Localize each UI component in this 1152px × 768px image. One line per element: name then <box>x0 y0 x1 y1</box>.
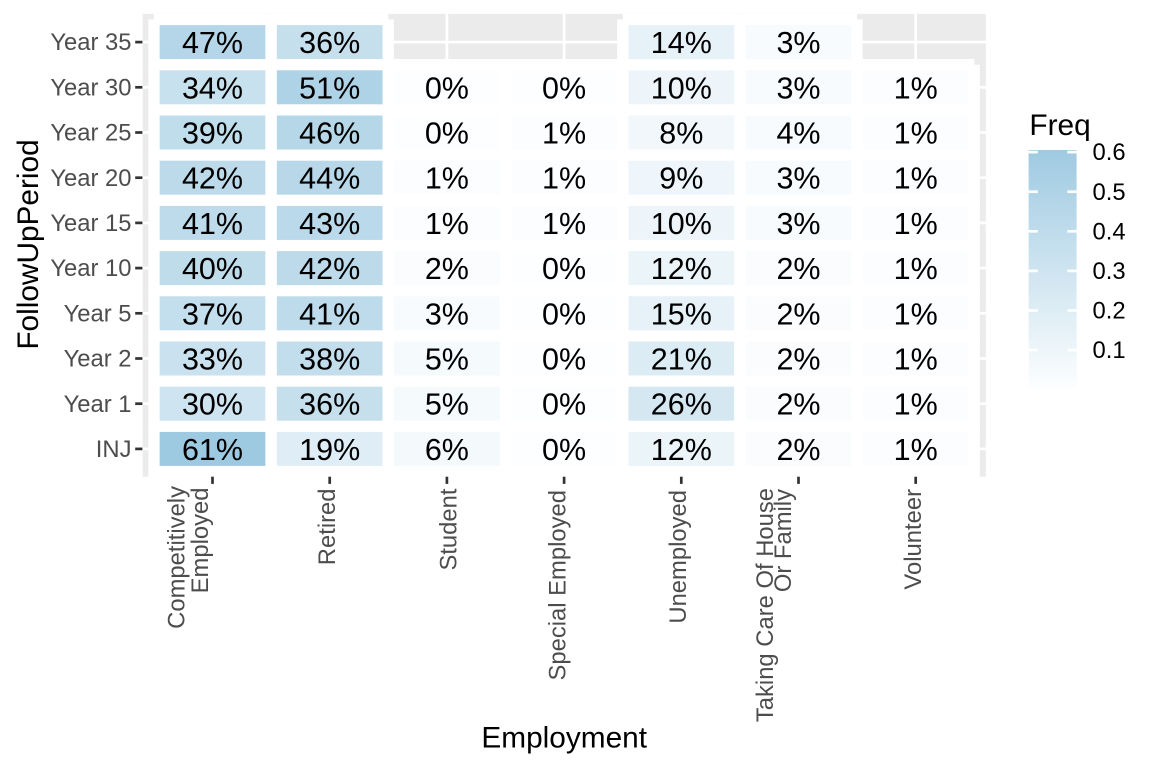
svg-text:39%: 39% <box>182 117 243 151</box>
svg-text:2%: 2% <box>776 388 820 422</box>
svg-text:12%: 12% <box>651 252 712 286</box>
svg-text:3%: 3% <box>776 162 820 196</box>
svg-text:1%: 1% <box>894 297 938 331</box>
svg-text:0%: 0% <box>542 252 586 286</box>
svg-text:15%: 15% <box>651 297 712 331</box>
svg-text:1%: 1% <box>425 207 469 241</box>
svg-text:Competitively: Competitively <box>164 486 191 629</box>
svg-text:41%: 41% <box>182 207 243 241</box>
svg-text:2%: 2% <box>776 433 820 467</box>
svg-text:51%: 51% <box>299 71 360 105</box>
svg-text:30%: 30% <box>182 388 243 422</box>
svg-text:Year 30: Year 30 <box>50 74 131 101</box>
svg-text:5%: 5% <box>425 343 469 377</box>
svg-text:Freq: Freq <box>1029 109 1090 142</box>
svg-text:26%: 26% <box>651 388 712 422</box>
svg-text:Employment: Employment <box>481 722 647 755</box>
svg-text:42%: 42% <box>299 252 360 286</box>
svg-text:1%: 1% <box>894 207 938 241</box>
svg-text:INJ: INJ <box>96 436 132 463</box>
svg-text:2%: 2% <box>776 297 820 331</box>
svg-text:36%: 36% <box>299 26 360 60</box>
svg-text:0%: 0% <box>542 71 586 105</box>
svg-text:8%: 8% <box>659 117 703 151</box>
svg-text:43%: 43% <box>299 207 360 241</box>
svg-text:47%: 47% <box>182 26 243 60</box>
svg-text:1%: 1% <box>894 71 938 105</box>
svg-text:4%: 4% <box>776 117 820 151</box>
svg-text:Year 5: Year 5 <box>64 300 132 327</box>
svg-text:5%: 5% <box>425 388 469 422</box>
svg-text:36%: 36% <box>299 388 360 422</box>
svg-text:0%: 0% <box>425 117 469 151</box>
svg-text:12%: 12% <box>651 433 712 467</box>
svg-text:0.5: 0.5 <box>1093 179 1126 206</box>
svg-text:38%: 38% <box>299 343 360 377</box>
svg-text:1%: 1% <box>542 207 586 241</box>
svg-text:2%: 2% <box>776 252 820 286</box>
svg-text:42%: 42% <box>182 162 243 196</box>
svg-text:Or Family: Or Family <box>770 489 797 592</box>
svg-text:10%: 10% <box>651 71 712 105</box>
svg-text:0%: 0% <box>542 388 586 422</box>
svg-text:6%: 6% <box>425 433 469 467</box>
svg-text:10%: 10% <box>651 207 712 241</box>
svg-text:2%: 2% <box>425 252 469 286</box>
svg-text:0%: 0% <box>542 433 586 467</box>
svg-text:0%: 0% <box>425 71 469 105</box>
svg-text:34%: 34% <box>182 71 243 105</box>
svg-text:1%: 1% <box>894 117 938 151</box>
svg-text:40%: 40% <box>182 252 243 286</box>
svg-text:1%: 1% <box>894 433 938 467</box>
svg-text:3%: 3% <box>776 26 820 60</box>
svg-text:Year 35: Year 35 <box>50 29 131 56</box>
svg-text:Employed: Employed <box>187 488 214 594</box>
svg-text:Year 20: Year 20 <box>50 165 131 192</box>
svg-text:Year 25: Year 25 <box>50 120 131 147</box>
svg-text:1%: 1% <box>542 162 586 196</box>
svg-text:9%: 9% <box>659 162 703 196</box>
svg-text:Year 10: Year 10 <box>50 255 131 282</box>
svg-text:1%: 1% <box>894 343 938 377</box>
svg-text:1%: 1% <box>894 388 938 422</box>
svg-text:Taking Care Of House: Taking Care Of House <box>752 488 779 722</box>
svg-text:Year 2: Year 2 <box>64 346 132 373</box>
svg-text:Special Employed: Special Employed <box>544 490 571 680</box>
svg-text:61%: 61% <box>182 433 243 467</box>
svg-text:2%: 2% <box>776 343 820 377</box>
svg-text:46%: 46% <box>299 117 360 151</box>
svg-text:14%: 14% <box>651 26 712 60</box>
svg-text:0.2: 0.2 <box>1093 298 1126 325</box>
svg-text:19%: 19% <box>299 433 360 467</box>
svg-text:0%: 0% <box>542 343 586 377</box>
svg-text:1%: 1% <box>894 162 938 196</box>
svg-text:33%: 33% <box>182 343 243 377</box>
svg-text:0%: 0% <box>542 297 586 331</box>
svg-text:3%: 3% <box>776 71 820 105</box>
svg-text:Retired: Retired <box>314 489 341 566</box>
svg-text:Year 1: Year 1 <box>64 391 132 418</box>
svg-text:0.3: 0.3 <box>1093 258 1126 285</box>
svg-text:Year 15: Year 15 <box>50 210 131 237</box>
svg-text:21%: 21% <box>651 343 712 377</box>
svg-text:3%: 3% <box>425 297 469 331</box>
svg-text:37%: 37% <box>182 297 243 331</box>
svg-text:1%: 1% <box>542 117 586 151</box>
svg-text:Volunteer: Volunteer <box>900 489 927 590</box>
svg-text:3%: 3% <box>776 207 820 241</box>
svg-text:0.6: 0.6 <box>1093 139 1126 166</box>
svg-text:FollowUpPeriod: FollowUpPeriod <box>12 139 45 349</box>
svg-text:Student: Student <box>435 488 462 570</box>
svg-text:0.1: 0.1 <box>1093 337 1126 364</box>
svg-text:1%: 1% <box>425 162 469 196</box>
svg-text:41%: 41% <box>299 297 360 331</box>
svg-text:1%: 1% <box>894 252 938 286</box>
svg-text:0.4: 0.4 <box>1093 218 1126 245</box>
svg-text:Unemployed: Unemployed <box>665 490 692 624</box>
svg-text:44%: 44% <box>299 162 360 196</box>
